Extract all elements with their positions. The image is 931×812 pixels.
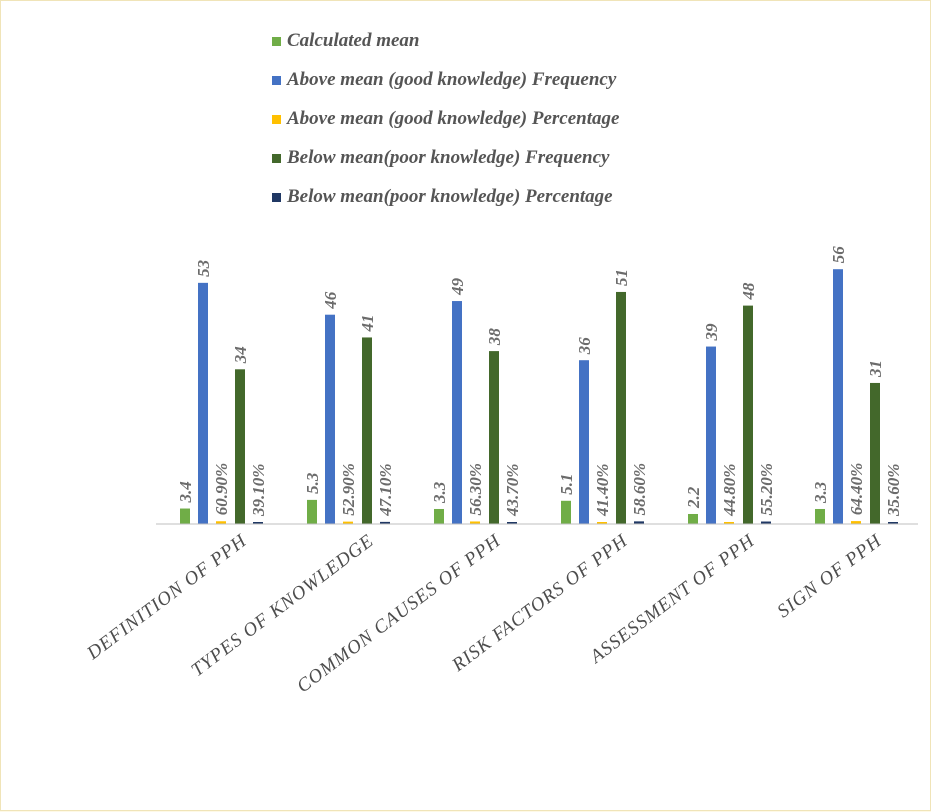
bar [198, 282, 208, 524]
data-label: 43.70% [503, 464, 522, 517]
data-label: 41 [358, 314, 377, 332]
data-label: 34 [231, 346, 250, 364]
bar [470, 521, 480, 524]
bar [380, 521, 390, 524]
bar [362, 337, 372, 524]
bar [216, 521, 226, 524]
data-label: 35.60% [884, 464, 903, 517]
bar [815, 508, 825, 524]
data-label: 31 [866, 360, 885, 378]
bar [579, 360, 589, 524]
data-label: 41.40% [593, 464, 612, 517]
data-label: 39 [702, 323, 721, 342]
bar [634, 521, 644, 524]
data-label: 51 [612, 269, 631, 286]
data-label: 2.2 [684, 486, 703, 509]
bar [343, 521, 353, 524]
legend-entry: Above mean (good knowledge) Percentage [286, 108, 620, 129]
bar [180, 508, 190, 524]
data-label: 39.10% [249, 464, 268, 517]
legend-swatch [272, 37, 281, 46]
bar [724, 521, 734, 524]
bar [325, 314, 335, 524]
bar [888, 522, 898, 524]
bar [253, 522, 263, 524]
bar [452, 301, 462, 524]
bar [616, 291, 626, 524]
data-label: 47.10% [376, 463, 395, 516]
data-label: 48 [739, 282, 758, 301]
plot-area: 3.4 53 60.90% 34 39.10% 5.3 46 52.90% 41 47.10% 3.… [176, 246, 903, 524]
bar [851, 521, 861, 524]
bar [489, 351, 499, 524]
legend-entry: Calculated mean [287, 30, 419, 51]
bar [434, 508, 444, 524]
bar [235, 369, 245, 524]
data-label: 56.30% [466, 463, 485, 515]
bar [688, 513, 698, 524]
data-label: 58.60% [630, 463, 649, 515]
data-label: 44.80% [720, 464, 739, 517]
bar [507, 522, 517, 524]
data-label: 55.20% [757, 463, 776, 515]
legend: Calculated mean Above mean (good knowledg… [272, 30, 620, 207]
bar [597, 522, 607, 524]
data-label: 5.1 [557, 474, 576, 495]
bar [743, 305, 753, 524]
legend-swatch [272, 154, 281, 163]
legend-swatch [272, 115, 281, 124]
legend-entry: Above mean (good knowledge) Frequency [286, 69, 617, 90]
legend-entry: Below mean(poor knowledge) Frequency [286, 147, 610, 168]
bar [833, 269, 843, 524]
category-label: SIGN OF PPH [774, 530, 887, 622]
data-label: 3.4 [176, 481, 195, 503]
data-label: 3.3 [430, 481, 449, 504]
data-label: 3.3 [811, 481, 830, 504]
data-label: 5.3 [303, 472, 322, 494]
bar [706, 346, 716, 524]
data-label: 60.90% [212, 463, 231, 515]
data-label: 46 [321, 291, 340, 310]
legend-entry: Below mean(poor knowledge) Percentage [286, 186, 613, 207]
data-label: 53 [194, 259, 213, 277]
category-label: COMMON CAUSES OF PPH [293, 530, 505, 697]
legend-swatch [272, 76, 281, 85]
data-label: 52.90% [339, 463, 358, 515]
bar [870, 382, 880, 524]
bar [761, 521, 771, 524]
data-label: 36 [575, 337, 594, 356]
legend-swatch [272, 193, 281, 202]
data-label: 38 [485, 328, 504, 347]
data-label: 64.40% [847, 463, 866, 515]
data-label: 56 [829, 246, 848, 264]
bar [561, 500, 571, 524]
bar [307, 499, 317, 524]
data-label: 49 [448, 278, 467, 297]
